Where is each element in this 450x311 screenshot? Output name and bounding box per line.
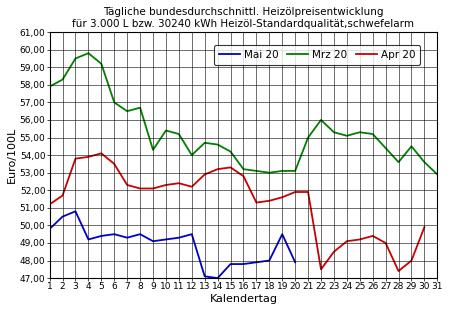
Mai 20 (60, 215, 65, 218)
Mrz 20 (112, 100, 117, 104)
Mai 20 (202, 275, 207, 278)
Mrz 20 (344, 134, 350, 138)
Mrz 20 (176, 132, 181, 136)
Apr 20 (137, 187, 143, 190)
Line: Apr 20: Apr 20 (50, 153, 424, 271)
X-axis label: Kalendertag: Kalendertag (209, 294, 278, 304)
Apr 20 (396, 269, 401, 273)
Apr 20 (163, 183, 169, 187)
Mrz 20 (60, 78, 65, 81)
Mai 20 (99, 234, 104, 238)
Mrz 20 (189, 153, 194, 157)
Apr 20 (383, 241, 388, 245)
Mrz 20 (125, 109, 130, 113)
Apr 20 (60, 194, 65, 197)
Mai 20 (241, 262, 246, 266)
Mai 20 (228, 262, 233, 266)
Mai 20 (86, 238, 91, 241)
Mrz 20 (409, 144, 414, 148)
Apr 20 (215, 167, 220, 171)
Apr 20 (409, 259, 414, 262)
Mrz 20 (137, 106, 143, 109)
Mrz 20 (422, 160, 427, 164)
Apr 20 (202, 173, 207, 176)
Mai 20 (112, 232, 117, 236)
Mrz 20 (202, 141, 207, 145)
Apr 20 (228, 165, 233, 169)
Mrz 20 (279, 169, 285, 173)
Legend: Mai 20, Mrz 20, Apr 20: Mai 20, Mrz 20, Apr 20 (214, 45, 420, 65)
Mrz 20 (357, 130, 362, 134)
Mrz 20 (292, 169, 298, 173)
Mrz 20 (254, 169, 259, 173)
Mai 20 (292, 260, 298, 264)
Mrz 20 (73, 57, 78, 60)
Mrz 20 (331, 130, 337, 134)
Mai 20 (189, 232, 194, 236)
Line: Mai 20: Mai 20 (50, 211, 295, 278)
Mai 20 (254, 260, 259, 264)
Mrz 20 (86, 51, 91, 55)
Apr 20 (370, 234, 375, 238)
Apr 20 (422, 225, 427, 229)
Mai 20 (279, 232, 285, 236)
Apr 20 (112, 162, 117, 166)
Apr 20 (344, 239, 350, 243)
Mrz 20 (370, 132, 375, 136)
Apr 20 (99, 151, 104, 155)
Y-axis label: Euro/100L: Euro/100L (7, 127, 17, 183)
Apr 20 (150, 187, 156, 190)
Mrz 20 (266, 171, 272, 174)
Apr 20 (266, 199, 272, 203)
Mrz 20 (435, 173, 440, 176)
Apr 20 (357, 238, 362, 241)
Mai 20 (150, 239, 156, 243)
Apr 20 (241, 174, 246, 178)
Apr 20 (86, 155, 91, 159)
Apr 20 (176, 181, 181, 185)
Mrz 20 (396, 160, 401, 164)
Mai 20 (266, 259, 272, 262)
Apr 20 (73, 157, 78, 160)
Mrz 20 (215, 143, 220, 146)
Mai 20 (125, 236, 130, 239)
Mai 20 (163, 238, 169, 241)
Mrz 20 (383, 146, 388, 150)
Mai 20 (215, 276, 220, 280)
Mai 20 (73, 210, 78, 213)
Apr 20 (125, 183, 130, 187)
Mrz 20 (318, 118, 324, 122)
Apr 20 (254, 201, 259, 204)
Title: Tägliche bundesdurchschnittl. Heizölpreisentwicklung
für 3.000 L bzw. 30240 kWh : Tägliche bundesdurchschnittl. Heizölprei… (72, 7, 414, 29)
Mrz 20 (163, 129, 169, 132)
Apr 20 (189, 185, 194, 188)
Line: Mrz 20: Mrz 20 (50, 53, 437, 174)
Apr 20 (306, 190, 311, 194)
Mrz 20 (306, 136, 311, 139)
Mrz 20 (99, 62, 104, 66)
Apr 20 (318, 267, 324, 271)
Apr 20 (292, 190, 298, 194)
Mai 20 (176, 236, 181, 239)
Mrz 20 (228, 150, 233, 153)
Mrz 20 (241, 167, 246, 171)
Mai 20 (47, 227, 52, 231)
Apr 20 (279, 195, 285, 199)
Mai 20 (137, 232, 143, 236)
Mrz 20 (47, 85, 52, 88)
Apr 20 (331, 250, 337, 253)
Apr 20 (47, 202, 52, 206)
Mrz 20 (150, 148, 156, 152)
